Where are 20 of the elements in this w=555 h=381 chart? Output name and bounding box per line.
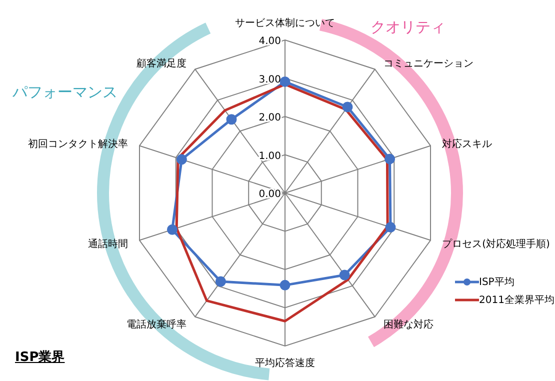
spoke-label: 顧客満足度 <box>136 58 186 70</box>
spoke-label: プロセス(対応処理手順) <box>442 238 550 250</box>
y-tick-label: 4.00 <box>258 36 281 47</box>
y-tick-label: 3.00 <box>258 74 281 86</box>
legend-label: ISP平均 <box>479 276 514 289</box>
y-tick-label: 1.00 <box>258 150 281 162</box>
spoke-label: 初回コンタクト解決率 <box>28 138 128 150</box>
spoke-label: 対応スキル <box>442 138 492 150</box>
y-tick-label: 2.00 <box>258 112 281 124</box>
spoke-label: 電話放棄呼率 <box>126 318 186 330</box>
text: クオリティ <box>370 18 446 37</box>
spoke-label: 平均応答速度 <box>255 357 315 369</box>
y-tick-label: 0.00 <box>258 189 281 200</box>
text: パフォーマンス <box>12 83 118 102</box>
spoke-label: サービス体制について <box>235 17 335 29</box>
legend-label: 2011全業界平均 <box>479 294 554 307</box>
spoke-label: 困難な対応 <box>384 318 434 330</box>
spoke-label: コミュニケーション <box>384 58 474 70</box>
spoke-label: 通話時間 <box>88 238 128 250</box>
text: ISP業界 <box>15 349 65 366</box>
